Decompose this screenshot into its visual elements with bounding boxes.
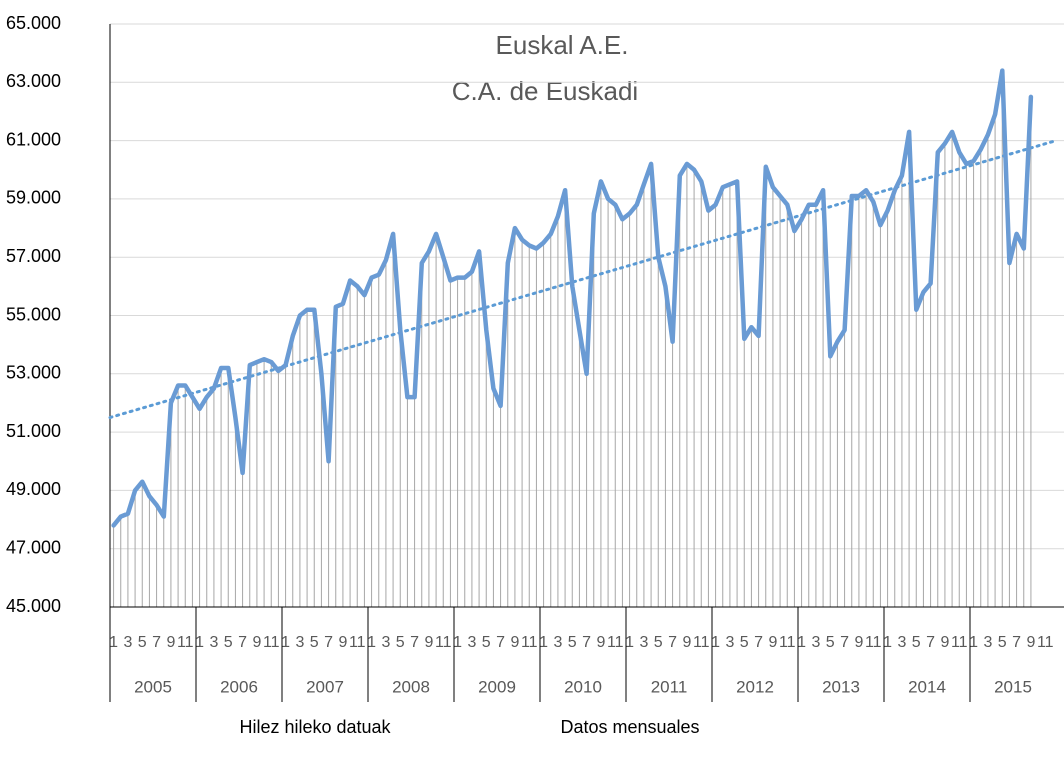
x-tick-label: 9 (596, 634, 605, 651)
x-tick-label: 9 (1026, 634, 1035, 651)
x-tick-label: 5 (654, 634, 663, 651)
year-label: 2010 (564, 677, 602, 696)
y-tick-label: 57.000 (6, 246, 61, 266)
x-tick-label: 5 (138, 634, 147, 651)
x-tick-label: 9 (166, 634, 175, 651)
x-tick-label: 7 (582, 634, 591, 651)
x-tick-label: 11 (435, 634, 452, 651)
x-tick-label: 5 (568, 634, 577, 651)
x-tick-label: 1 (711, 634, 720, 651)
x-tick-label: 5 (482, 634, 491, 651)
x-tick-label: 1 (367, 634, 376, 651)
year-label: 2007 (306, 677, 344, 696)
footer-label: Datos mensuales (560, 717, 699, 737)
x-tick-label: 7 (496, 634, 505, 651)
x-tick-label: 7 (840, 634, 849, 651)
chart-title: C.A. de Euskadi (452, 76, 638, 106)
year-label: 2015 (994, 677, 1032, 696)
x-tick-label: 7 (410, 634, 419, 651)
footer-label: Hilez hileko datuak (239, 717, 391, 737)
x-tick-label: 9 (338, 634, 347, 651)
year-label: 2013 (822, 677, 860, 696)
y-tick-label: 63.000 (6, 71, 61, 91)
x-tick-label: 5 (740, 634, 749, 651)
x-tick-label: 9 (510, 634, 519, 651)
year-label: 2009 (478, 677, 516, 696)
x-tick-label: 1 (539, 634, 548, 651)
x-tick-label: 5 (998, 634, 1007, 651)
y-tick-label: 45.000 (6, 596, 61, 616)
x-tick-label: 11 (865, 634, 882, 651)
y-tick-label: 59.000 (6, 188, 61, 208)
x-tick-label: 7 (1012, 634, 1021, 651)
y-tick-label: 55.000 (6, 304, 61, 324)
year-label: 2006 (220, 677, 258, 696)
x-tick-label: 7 (754, 634, 763, 651)
x-tick-label: 3 (897, 634, 906, 651)
x-tick-label: 9 (768, 634, 777, 651)
data-line (111, 68, 1034, 528)
x-tick-label: 1 (195, 634, 204, 651)
x-tick-label: 5 (310, 634, 319, 651)
x-tick-label: 3 (639, 634, 648, 651)
year-label: 2011 (651, 677, 688, 696)
x-tick-label: 11 (779, 634, 796, 651)
y-tick-label: 51.000 (6, 421, 61, 441)
x-tick-label: 11 (349, 634, 366, 651)
x-tick-label: 3 (553, 634, 562, 651)
x-tick-label: 1 (625, 634, 634, 651)
x-tick-label: 3 (467, 634, 476, 651)
x-tick-label: 1 (883, 634, 892, 651)
x-tick-label: 9 (252, 634, 261, 651)
y-tick-label: 47.000 (6, 537, 61, 557)
year-label: 2012 (736, 677, 774, 696)
x-tick-label: 1 (453, 634, 462, 651)
year-label: 2014 (908, 677, 946, 696)
x-tick-label: 3 (123, 634, 132, 651)
x-tick-label: 3 (381, 634, 390, 651)
x-tick-label: 11 (177, 634, 194, 651)
x-tick-label: 1 (281, 634, 290, 651)
x-tick-label: 9 (682, 634, 691, 651)
y-tick-label: 61.000 (6, 129, 61, 149)
x-tick-label: 5 (826, 634, 835, 651)
x-tick-label: 7 (668, 634, 677, 651)
x-tick-label: 11 (693, 634, 710, 651)
x-tick-label: 11 (951, 634, 968, 651)
y-tick-label: 53.000 (6, 363, 61, 383)
x-tick-label: 9 (854, 634, 863, 651)
x-tick-label: 7 (926, 634, 935, 651)
x-tick-label: 1 (969, 634, 978, 651)
year-label: 2005 (134, 677, 172, 696)
x-tick-label: 1 (797, 634, 806, 651)
x-tick-label: 3 (725, 634, 734, 651)
y-tick-label: 49.000 (6, 479, 61, 499)
x-tick-label: 3 (295, 634, 304, 651)
x-tick-label: 1 (109, 634, 118, 651)
x-tick-label: 7 (324, 634, 333, 651)
chart-title: Euskal A.E. (496, 30, 629, 60)
x-tick-label: 5 (224, 634, 233, 651)
x-tick-label: 3 (983, 634, 992, 651)
x-tick-label: 3 (209, 634, 218, 651)
x-tick-label: 5 (912, 634, 921, 651)
x-tick-label: 7 (152, 634, 161, 651)
y-tick-label: 65.000 (6, 13, 61, 33)
x-tick-label: 9 (940, 634, 949, 651)
x-tick-label: 11 (607, 634, 624, 651)
year-label: 2008 (392, 677, 430, 696)
x-tick-label: 11 (263, 634, 280, 651)
x-tick-label: 11 (1037, 634, 1054, 651)
x-tick-label: 9 (424, 634, 433, 651)
x-tick-label: 11 (521, 634, 538, 651)
x-tick-label: 3 (811, 634, 820, 651)
x-tick-label: 7 (238, 634, 247, 651)
x-tick-label: 5 (396, 634, 405, 651)
